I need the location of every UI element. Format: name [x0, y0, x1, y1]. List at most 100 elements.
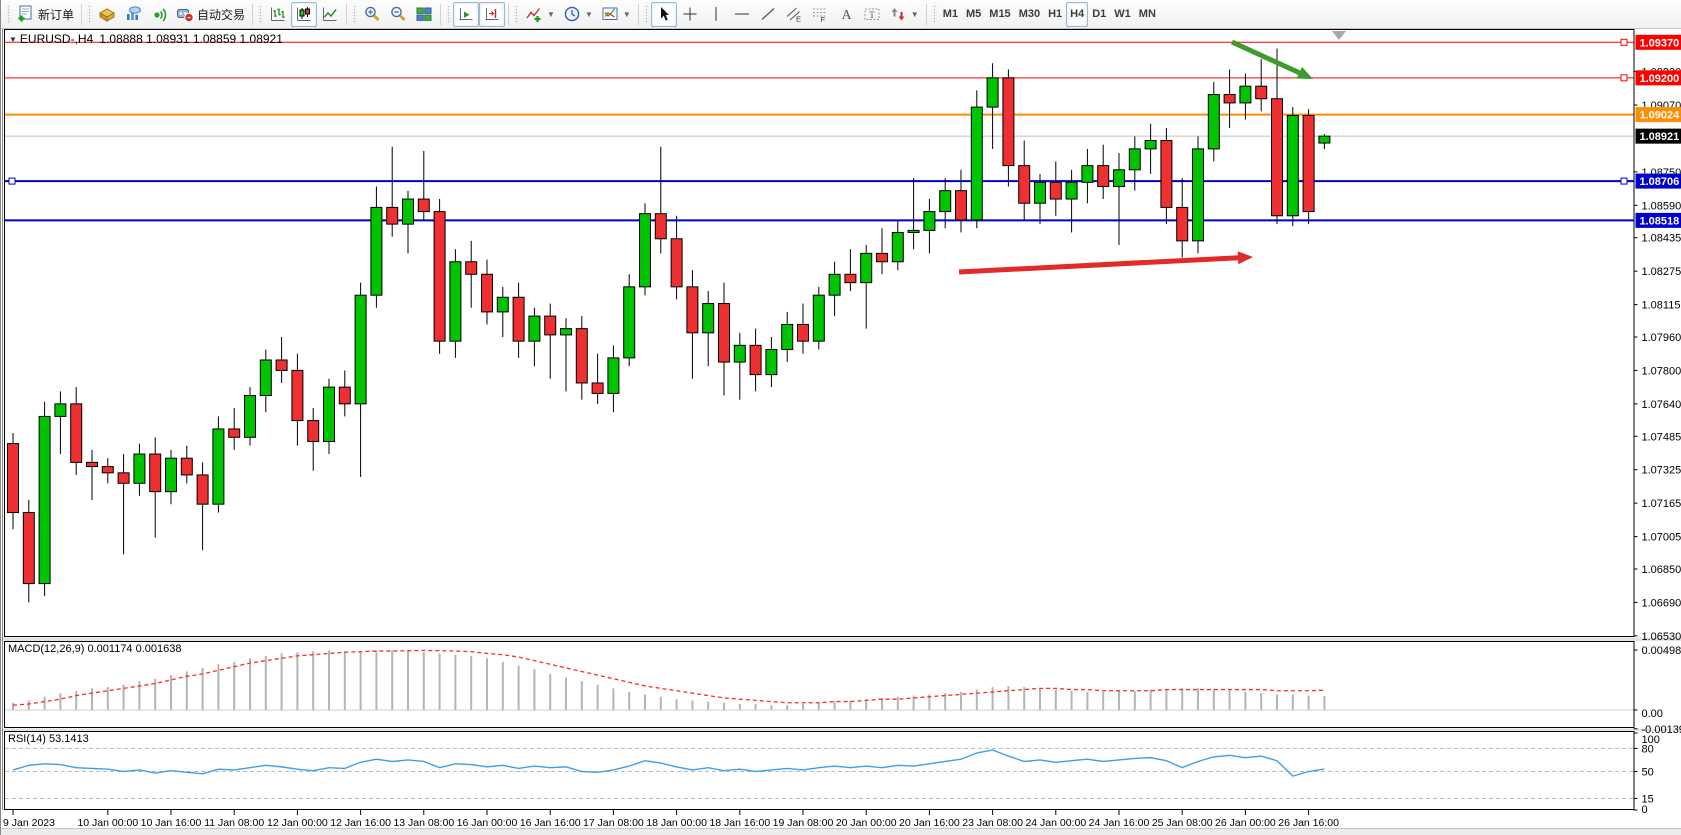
candle-body: [828, 273, 841, 296]
text-label-button[interactable]: T: [859, 2, 885, 27]
candle-body: [1097, 165, 1110, 188]
tf-mn-button[interactable]: MN: [1135, 2, 1160, 27]
text-button[interactable]: A: [833, 2, 859, 27]
templates-button[interactable]: ▼: [597, 2, 635, 27]
candle-body: [354, 294, 367, 405]
date-tick-label[interactable]: 18 Jan 00:00: [646, 817, 707, 829]
date-tick-label[interactable]: 12 Jan 00:00: [267, 817, 328, 829]
line-chart-button[interactable]: [317, 2, 343, 27]
candle-body: [907, 229, 920, 233]
date-tick-label[interactable]: 12 Jan 16:00: [330, 817, 391, 829]
fibonacci-button[interactable]: F: [807, 2, 833, 27]
toolbar-grip[interactable]: [643, 4, 649, 24]
tf-h1-button[interactable]: H1: [1044, 2, 1066, 27]
shapes-icon: [891, 8, 905, 21]
crosshair-button[interactable]: [677, 2, 703, 27]
tf-m1-button[interactable]: M1: [939, 2, 962, 27]
vertical-line-button[interactable]: [703, 2, 729, 27]
date-tick-label[interactable]: 24 Jan 16:00: [1089, 817, 1150, 829]
equidistant-channel-button[interactable]: E: [781, 2, 807, 27]
date-tick-label[interactable]: 24 Jan 00:00: [1025, 817, 1086, 829]
horizontal-line-button[interactable]: [729, 2, 755, 27]
red-right-arrow-head[interactable]: [1237, 251, 1253, 265]
date-tick-label[interactable]: 11 Jan 08:00: [204, 817, 264, 829]
tf-m1-button-label: M1: [942, 8, 958, 20]
arrows-button[interactable]: ▼: [885, 2, 923, 27]
signals-button[interactable]: [146, 2, 172, 27]
price-badge: [1635, 173, 1681, 189]
hline-handle[interactable]: [8, 177, 16, 185]
tile-windows-button[interactable]: [411, 2, 437, 27]
candle-body: [7, 443, 19, 514]
candle-body: [733, 344, 746, 363]
candle-body: [465, 261, 478, 275]
vline-icon: [715, 7, 717, 21]
rsi-name: RSI(14): [8, 733, 46, 745]
zoom-out-button[interactable]: [385, 2, 411, 27]
date-tick-label[interactable]: 10 Jan 00:00: [77, 817, 138, 829]
panel-splitter[interactable]: [1, 728, 1681, 732]
candle-body: [386, 206, 399, 225]
chart-shift-marker[interactable]: [1332, 31, 1346, 40]
date-tick-label[interactable]: 16 Jan 16:00: [520, 817, 581, 829]
chart-shift-button[interactable]: [479, 1, 506, 27]
date-tick-label[interactable]: 17 Jan 08:00: [583, 817, 644, 829]
red-right-arrow[interactable]: [958, 254, 1245, 275]
toolbar-grip[interactable]: [87, 4, 93, 24]
date-tick-label[interactable]: 25 Jan 08:00: [1152, 817, 1213, 829]
toolbar-grip[interactable]: [6, 4, 11, 24]
toolbar-grip[interactable]: [931, 4, 937, 24]
chevron-down-icon[interactable]: ▼: [584, 9, 593, 19]
tf-m15-button[interactable]: M15: [985, 2, 1014, 27]
trendline-button[interactable]: [755, 2, 781, 27]
hline-handle[interactable]: [1620, 74, 1628, 82]
tf-h4-button[interactable]: H4: [1066, 1, 1089, 27]
hline-handle[interactable]: [1620, 177, 1628, 185]
date-tick-label[interactable]: 9 Jan 2023: [3, 817, 55, 829]
toolbar-grip[interactable]: [258, 4, 264, 24]
chevron-down-icon[interactable]: ▼: [547, 9, 555, 19]
date-tick-label[interactable]: 18 Jan 16:00: [709, 817, 770, 829]
date-tick-label[interactable]: 26 Jan 16:00: [1278, 817, 1339, 829]
hline-handle[interactable]: [1620, 38, 1628, 46]
toolbar-grip[interactable]: [352, 4, 358, 24]
indicators-button[interactable]: ▼: [521, 2, 559, 27]
zoom-in-button[interactable]: [359, 2, 385, 27]
bar-chart-button[interactable]: [265, 2, 291, 27]
toolbar-grip[interactable]: [514, 4, 520, 24]
new-order-button[interactable]: 新订单: [13, 2, 78, 27]
date-tick-label[interactable]: 13 Jan 08:00: [393, 817, 454, 829]
date-tick-label[interactable]: 16 Jan 00:00: [457, 817, 518, 829]
date-tick-label[interactable]: 26 Jan 00:00: [1215, 817, 1276, 829]
rsi-axis-label: 50: [1642, 767, 1654, 779]
periods-button[interactable]: ▼: [559, 2, 597, 27]
green-down-arrow[interactable]: [1230, 39, 1306, 78]
date-tick-label[interactable]: 20 Jan 16:00: [899, 817, 960, 829]
symbol-dropdown-icon[interactable]: ▼: [9, 35, 17, 44]
candle-body: [623, 286, 636, 359]
auto-scroll-button[interactable]: [453, 1, 480, 27]
toolbar-grip[interactable]: [446, 4, 452, 24]
autotrading-button[interactable]: 自动交易: [172, 2, 249, 27]
tf-d1-button[interactable]: D1: [1088, 2, 1110, 27]
candlestick-chart-button[interactable]: [291, 1, 318, 27]
green-down-arrow-head[interactable]: [1296, 66, 1313, 79]
candle-body: [939, 190, 952, 213]
date-tick-label[interactable]: 20 Jan 00:00: [836, 817, 897, 829]
price-tick-label: 1.07640: [1642, 399, 1681, 411]
market-button[interactable]: [94, 2, 120, 27]
date-tick-label[interactable]: 10 Jan 16:00: [141, 817, 202, 829]
candle-body: [481, 273, 493, 313]
chevron-down-icon[interactable]: ▼: [910, 9, 919, 19]
chevron-down-icon[interactable]: ▼: [622, 9, 631, 19]
charts-cloud-button[interactable]: [120, 2, 146, 27]
tf-m5-button[interactable]: M5: [962, 2, 985, 27]
date-tick-label[interactable]: 19 Jan 08:00: [773, 817, 834, 829]
tf-w1-button[interactable]: W1: [1110, 2, 1135, 27]
tf-m30-button[interactable]: M30: [1015, 2, 1044, 27]
date-tick-label[interactable]: 23 Jan 08:00: [962, 817, 1023, 829]
panel-splitter[interactable]: [1, 637, 1681, 642]
cursor-button[interactable]: [650, 1, 677, 27]
